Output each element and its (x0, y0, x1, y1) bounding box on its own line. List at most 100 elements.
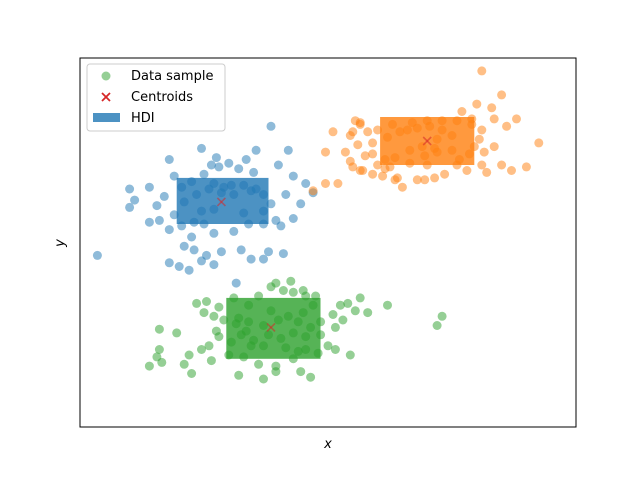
data-point-cluster-1 (231, 278, 241, 288)
data-point-cluster-1 (169, 210, 179, 220)
data-point-cluster-3 (286, 276, 296, 286)
data-point-cluster-3 (154, 345, 164, 354)
data-point-cluster-2 (390, 175, 400, 185)
data-point-cluster-3 (202, 297, 211, 306)
centroid-marker-cluster-2 (422, 136, 432, 146)
data-point-cluster-2 (373, 160, 383, 170)
data-point-cluster-2 (487, 103, 497, 113)
data-point-cluster-3 (338, 315, 348, 325)
data-point-cluster-2 (348, 162, 358, 172)
data-point-cluster-1 (266, 199, 276, 209)
data-point-cluster-2 (507, 166, 516, 175)
data-point-cluster-3 (345, 350, 355, 360)
centroid-marker-cluster-3 (266, 322, 276, 332)
data-point-cluster-2 (412, 175, 422, 185)
data-point-cluster-1 (301, 179, 311, 188)
data-point-cluster-2 (489, 114, 499, 124)
data-point-cluster-2 (420, 175, 430, 185)
data-point-cluster-2 (345, 131, 355, 140)
data-point-cluster-3 (187, 369, 197, 378)
data-point-cluster-2 (479, 147, 489, 157)
data-point-cluster-1 (92, 250, 102, 260)
data-point-cluster-2 (477, 160, 487, 170)
data-point-cluster-3 (323, 341, 333, 351)
data-point-cluster-1 (264, 247, 273, 257)
data-point-cluster-2 (397, 182, 407, 192)
data-point-cluster-1 (144, 217, 154, 227)
legend-label-hdi: HDI (131, 111, 155, 126)
data-point-cluster-1 (281, 190, 291, 199)
data-point-cluster-1 (273, 160, 283, 170)
data-point-cluster-1 (197, 143, 206, 153)
data-point-cluster-1 (276, 221, 286, 231)
data-point-cluster-2 (363, 127, 373, 137)
data-point-cluster-3 (144, 361, 154, 371)
x-axis-label: x (323, 437, 332, 452)
data-point-cluster-3 (254, 359, 264, 369)
data-point-cluster-2 (378, 171, 388, 181)
data-point-cluster-3 (197, 345, 206, 354)
data-point-cluster-1 (224, 158, 234, 168)
data-point-cluster-3 (278, 286, 288, 295)
data-point-cluster-3 (266, 282, 276, 292)
data-point-cluster-2 (340, 147, 350, 157)
data-point-cluster-3 (211, 326, 221, 336)
data-point-cluster-1 (199, 169, 209, 179)
data-point-cluster-2 (353, 140, 363, 150)
data-point-cluster-3 (363, 308, 373, 318)
data-point-cluster-1 (278, 249, 288, 259)
data-point-cluster-1 (216, 247, 226, 257)
data-point-cluster-2 (430, 173, 440, 183)
data-point-cluster-3 (204, 341, 214, 351)
legend-marker-centroids (101, 92, 111, 102)
data-point-cluster-2 (497, 90, 507, 100)
data-point-cluster-2 (489, 142, 499, 152)
legend-marker-hdi (93, 113, 120, 122)
data-point-cluster-3 (234, 370, 244, 380)
data-point-cluster-2 (321, 147, 330, 157)
data-point-cluster-3 (154, 324, 164, 334)
data-point-cluster-3 (259, 374, 268, 384)
data-point-cluster-1 (234, 164, 244, 174)
data-point-cluster-2 (355, 166, 365, 175)
legend-marker-data-sample (101, 71, 111, 81)
data-point-cluster-1 (206, 160, 216, 170)
data-point-cluster-3 (330, 345, 340, 354)
plot-area (92, 66, 544, 384)
data-point-cluster-3 (437, 311, 447, 321)
data-point-cluster-1 (169, 171, 179, 181)
data-point-cluster-1 (164, 258, 174, 268)
data-point-cluster-3 (328, 310, 338, 319)
data-point-cluster-1 (164, 225, 174, 235)
data-point-cluster-2 (373, 125, 383, 135)
data-point-cluster-1 (130, 195, 140, 205)
data-point-cluster-3 (330, 322, 340, 332)
legend: Data sample Centroids HDI (86, 63, 226, 132)
data-point-cluster-2 (457, 107, 467, 116)
data-point-cluster-1 (174, 262, 184, 271)
data-point-cluster-3 (157, 357, 167, 367)
data-point-cluster-2 (368, 149, 378, 159)
data-point-cluster-3 (335, 300, 345, 310)
data-point-cluster-1 (214, 162, 224, 172)
data-point-cluster-3 (432, 321, 442, 330)
data-point-cluster-3 (343, 298, 353, 308)
data-point-cluster-3 (206, 356, 216, 366)
data-point-cluster-3 (296, 367, 306, 377)
data-point-cluster-1 (251, 145, 261, 155)
data-point-cluster-1 (179, 241, 189, 251)
y-axis-label: y (53, 239, 68, 248)
data-point-cluster-1 (189, 245, 199, 255)
data-point-cluster-2 (355, 118, 365, 128)
data-point-cluster-1 (283, 145, 293, 155)
data-point-cluster-1 (288, 171, 298, 181)
data-point-cluster-2 (512, 114, 521, 124)
data-point-cluster-2 (477, 66, 487, 76)
data-point-cluster-2 (502, 121, 512, 131)
data-point-cluster-3 (383, 300, 392, 310)
data-point-cluster-1 (125, 184, 135, 194)
data-point-cluster-1 (249, 167, 259, 177)
centroid-marker-cluster-1 (216, 197, 226, 207)
data-point-cluster-2 (328, 127, 338, 137)
data-point-cluster-2 (472, 99, 482, 109)
